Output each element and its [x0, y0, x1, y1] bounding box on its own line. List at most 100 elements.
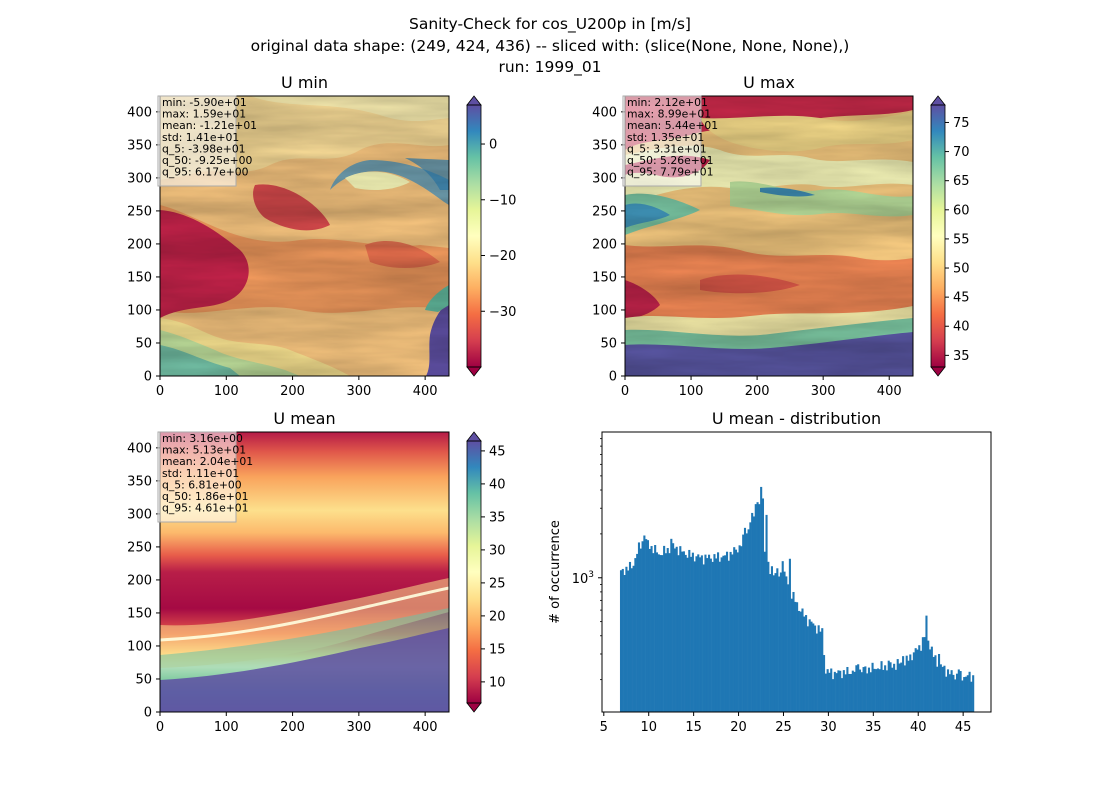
histogram-bar — [718, 561, 721, 712]
panel-u-mean: U mean 0 100 200 300 400 0 50 100 150 200 250 300 3… — [127, 409, 505, 735]
histogram-bar — [893, 663, 896, 712]
colorbar-tick-label: 40 — [953, 320, 970, 335]
histogram-bar — [729, 551, 732, 712]
x-tick-label: 45 — [955, 720, 972, 735]
x-tick-label: 10 — [640, 720, 657, 735]
histogram-bar — [905, 655, 908, 712]
histogram-bar — [891, 667, 894, 712]
y-tick-label: 200 — [127, 237, 152, 252]
histogram-bar — [627, 570, 630, 712]
panel-title: U max — [743, 73, 795, 92]
histogram-bar — [655, 552, 658, 712]
histogram-bar — [740, 546, 743, 712]
panel-u-min: U min 0 100 200 300 400 0 50 100 150 200 250 300 35… — [127, 73, 516, 399]
histogram-bar — [831, 679, 835, 712]
x-tick-label: 25 — [775, 720, 792, 735]
y-tick-label: 150 — [592, 270, 617, 285]
x-tick-label: 100 — [214, 384, 239, 399]
histogram-bar — [837, 670, 840, 712]
histogram-bar — [968, 671, 971, 712]
histogram-bar — [688, 549, 691, 712]
colorbar-tick-label: 0 — [489, 138, 497, 153]
histogram-bar — [697, 554, 700, 712]
histogram-bar — [763, 551, 766, 712]
histogram-bar — [654, 545, 657, 712]
stats-line: std: 1.11e+01 — [162, 467, 239, 480]
histogram-bar — [625, 566, 628, 712]
histogram-bar — [742, 534, 745, 712]
histogram-bar — [675, 546, 678, 712]
stats-line: min: 3.16e+00 — [162, 432, 243, 445]
x-tick-label: 0 — [156, 720, 164, 735]
stats-line: mean: 2.04e+01 — [162, 455, 253, 468]
histogram-bar — [842, 670, 845, 712]
histogram-bar — [679, 546, 682, 712]
stats-line: q_95: 7.79e+01 — [627, 166, 714, 179]
y-tick-label: 100 — [592, 303, 617, 318]
histogram-bar — [693, 561, 696, 712]
histogram-bar — [839, 670, 842, 712]
histogram-bar — [833, 671, 836, 712]
y-tick-label: 150 — [127, 270, 152, 285]
histogram-bar — [896, 659, 899, 712]
histogram-bar — [778, 576, 781, 712]
colorbar-tick-label: 40 — [489, 477, 506, 492]
histogram-bar — [734, 549, 738, 712]
histogram-bar — [966, 675, 969, 712]
colorbar-frame — [466, 104, 482, 368]
histogram-bar — [643, 535, 646, 712]
histogram-bar — [927, 640, 930, 712]
colorbar-frame — [930, 104, 946, 368]
histogram-bar — [752, 516, 756, 712]
histogram-bar — [681, 551, 684, 712]
histogram-bar — [736, 552, 739, 712]
histogram-bar — [864, 666, 867, 712]
y-tick-label: 50 — [600, 336, 617, 351]
colorbar-tick-label: 30 — [489, 543, 506, 558]
x-tick-label: 200 — [745, 384, 770, 399]
histogram-bar — [686, 557, 689, 712]
y-tick-label: 0 — [144, 370, 152, 385]
histogram-bar — [950, 670, 953, 712]
heatmap-u-mean — [160, 432, 449, 712]
colorbar-gradient — [467, 105, 481, 367]
histogram-bar — [684, 554, 687, 712]
histogram-bar — [916, 649, 919, 712]
histogram-bar — [797, 610, 800, 712]
histogram-bar — [810, 621, 813, 712]
x-tick-label: 20 — [730, 720, 747, 735]
histogram-bar — [876, 668, 880, 712]
histogram-bar — [862, 667, 865, 712]
colorbar-extend-min — [466, 702, 482, 713]
histogram-bar — [711, 561, 714, 712]
y-tick-label: 0 — [144, 706, 152, 721]
histogram-bar — [785, 576, 788, 712]
stats-line: q_50: 5.26e+01 — [627, 154, 714, 167]
stats-line: q_50: 1.86e+01 — [162, 490, 249, 503]
stats-line: max: 5.13e+01 — [162, 444, 246, 457]
histogram-bar — [959, 671, 962, 712]
histogram-bar — [709, 558, 712, 712]
colorbar-tick-label: 65 — [953, 174, 970, 189]
stats-line: max: 8.99e+01 — [627, 108, 711, 121]
y-tick-label: 250 — [127, 540, 152, 555]
stats-box — [622, 95, 702, 187]
x-tick-label: 100 — [214, 720, 239, 735]
y-tick-label: 250 — [127, 204, 152, 219]
colorbar-gradient — [467, 441, 481, 703]
histogram-bar — [677, 555, 680, 712]
x-tick-label: 300 — [346, 384, 371, 399]
colorbar-tick-label: −30 — [489, 305, 516, 320]
histogram-bar — [840, 678, 844, 712]
histogram-bar — [932, 656, 935, 712]
histogram-bar — [776, 568, 779, 712]
colorbar-tick-label: 50 — [953, 262, 970, 277]
histogram-bar — [772, 575, 775, 712]
histogram-bar — [788, 558, 791, 712]
histogram-bar — [758, 504, 761, 712]
histogram-bar — [664, 553, 667, 712]
histogram-bar — [779, 572, 782, 712]
panel-title: U mean - distribution — [712, 409, 881, 428]
colorbar-tick-label: 45 — [489, 444, 506, 459]
